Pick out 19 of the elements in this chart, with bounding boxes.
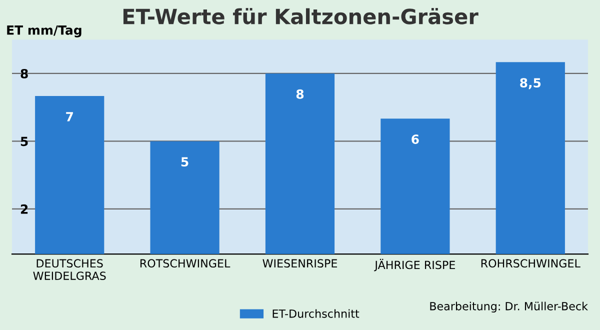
- x-tick-label: ROTSCHWINGEL: [140, 259, 230, 268]
- text: 5: [181, 157, 188, 167]
- x-tick-label: ROHRSCHWINGEL: [481, 259, 580, 268]
- bar: [35, 96, 104, 254]
- text: 6: [412, 134, 419, 144]
- y-axis-title: ET mm/Tag: [7, 26, 82, 38]
- x-tick-label: JÄHRIGE RISPE: [374, 258, 455, 272]
- text: 8,5: [520, 78, 541, 90]
- bar: [496, 62, 565, 254]
- x-tick-label: DEUTSCHES WEIDELGRAS: [33, 259, 106, 280]
- legend-label: ET-Durchschnitt: [272, 309, 360, 318]
- bar: [150, 141, 220, 254]
- x-tick-label: WIESENRISPE: [262, 259, 338, 268]
- text: 8: [296, 89, 304, 99]
- bar: [265, 73, 335, 254]
- bar: [380, 118, 450, 254]
- text: Bearbeitung: Dr. Müller-Beck: [430, 302, 588, 313]
- chart-title: ET-Werte für Kaltzonen-Gräser: [123, 8, 478, 24]
- text: 7: [66, 112, 73, 122]
